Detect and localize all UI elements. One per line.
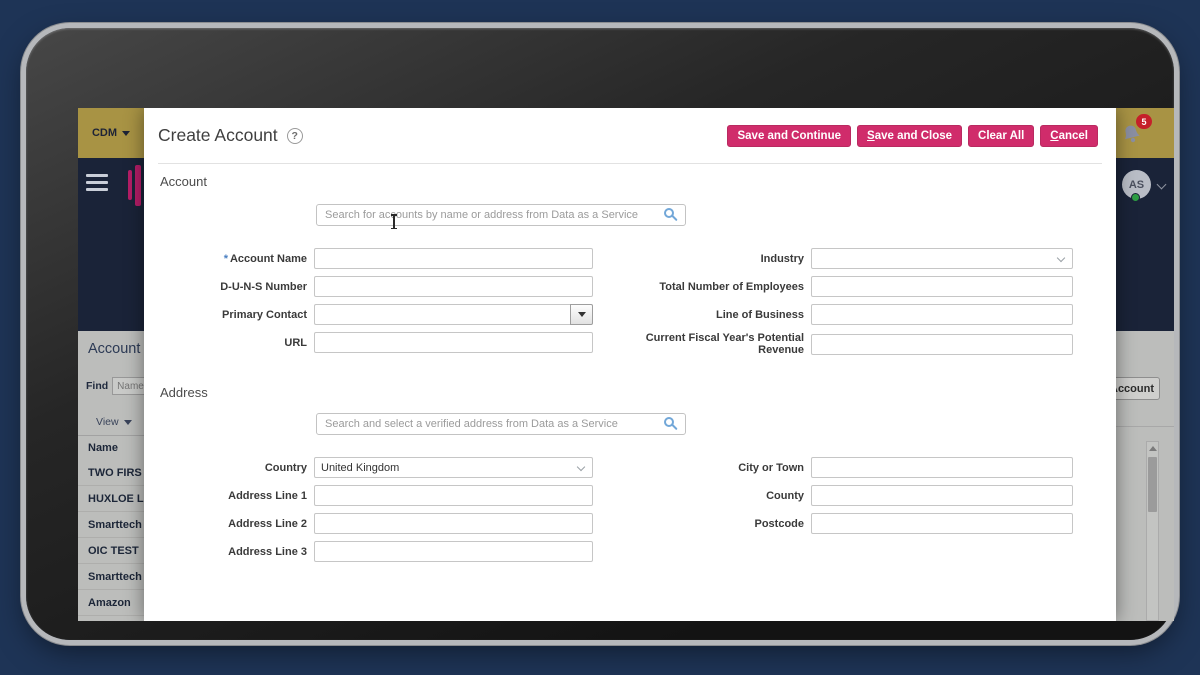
url-field[interactable]: [314, 332, 593, 353]
panel-title: Account: [88, 341, 141, 357]
bell-icon: [1124, 125, 1140, 143]
create-account-modal: Create Account ? Save and Continue Save …: [144, 108, 1116, 621]
account-button[interactable]: Account: [1104, 377, 1160, 400]
section-heading-address: Address: [160, 385, 208, 400]
scrollbar-thumb[interactable]: [1148, 457, 1157, 512]
field-label: Country: [264, 461, 307, 474]
text-cursor: [391, 214, 397, 229]
list-item[interactable]: HUXLOE L: [78, 486, 198, 512]
potential-revenue-field[interactable]: [811, 333, 1073, 355]
notifications-button[interactable]: 5: [1120, 114, 1154, 148]
app-screen: CDM Account Find View Name TWO FIRS HUXL…: [78, 108, 1174, 621]
page-title: Create Account: [158, 125, 278, 145]
address-line-3-field[interactable]: [314, 541, 593, 562]
primary-contact-field[interactable]: [314, 304, 570, 325]
account-list: TWO FIRS HUXLOE L Smarttech OIC TEST Sma…: [78, 460, 198, 616]
list-item[interactable]: OIC TEST: [78, 538, 198, 564]
chevron-down-icon: [576, 462, 586, 472]
required-marker: *: [223, 252, 228, 265]
list-item[interactable]: Amazon: [78, 590, 198, 616]
county-field[interactable]: [811, 485, 1073, 506]
field-label: Total Number of Employees: [659, 280, 804, 293]
scrollbar[interactable]: [1146, 441, 1159, 621]
chevron-down-icon: [123, 419, 132, 425]
field-label: D-U-N-S Number: [220, 280, 307, 293]
divider: [78, 435, 144, 436]
avatar-initials: AS: [1128, 178, 1145, 191]
address-search: [316, 413, 686, 435]
account-name-field[interactable]: [314, 248, 593, 269]
hamburger-menu-icon[interactable]: [86, 174, 108, 191]
scroll-up-icon[interactable]: [1148, 446, 1157, 451]
presence-indicator: [1131, 193, 1140, 202]
address-fields-right: City or Town County Postcode: [610, 457, 1073, 541]
search-icon[interactable]: [664, 208, 674, 218]
save-and-close-button[interactable]: Save and Close: [857, 125, 963, 147]
tablet-frame: CDM Account Find View Name TWO FIRS HUXL…: [26, 28, 1174, 640]
list-item[interactable]: Smarttech: [78, 564, 198, 590]
search-icon[interactable]: [664, 417, 674, 427]
column-header-name: Name: [88, 442, 118, 454]
line-of-business-field[interactable]: [811, 304, 1073, 325]
section-heading-account: Account: [160, 174, 207, 189]
field-label: Postcode: [754, 517, 804, 530]
field-label: URL: [284, 336, 307, 349]
country-value: United Kingdom: [321, 461, 400, 474]
avatar[interactable]: AS: [1122, 170, 1151, 202]
field-label: Current Fiscal Year's Potential Revenue: [645, 332, 804, 356]
view-dropdown[interactable]: View: [96, 416, 132, 428]
address-line-2-field[interactable]: [314, 513, 593, 534]
view-label: View: [96, 416, 119, 428]
field-label: County: [766, 489, 804, 502]
notification-badge: 5: [1136, 114, 1152, 129]
divider: [1116, 426, 1174, 427]
duns-number-field[interactable]: [314, 276, 593, 297]
account-search: [316, 204, 686, 226]
divider: [158, 163, 1102, 164]
list-item[interactable]: TWO FIRS: [78, 460, 198, 486]
city-or-town-field[interactable]: [811, 457, 1073, 478]
field-label: City or Town: [738, 461, 804, 474]
find-label: Find: [86, 380, 109, 392]
field-label: Address Line 2: [228, 517, 307, 530]
chevron-down-icon: [1056, 253, 1066, 263]
address-search-input[interactable]: [316, 413, 686, 435]
address-fields-left: Country United Kingdom Address Line 1 Ad…: [158, 457, 593, 569]
help-icon[interactable]: ?: [286, 127, 303, 144]
cancel-button[interactable]: Cancel: [1040, 125, 1098, 147]
chevron-down-icon: [577, 312, 586, 317]
modal-action-buttons: Save and Continue Save and Close Clear A…: [727, 125, 1098, 147]
industry-select[interactable]: [811, 248, 1073, 269]
account-fields-right: Industry Total Number of Employees Line …: [610, 248, 1073, 363]
primary-contact-combo: [314, 304, 593, 325]
field-label: * Account Name: [223, 252, 307, 265]
field-label: Industry: [760, 252, 804, 265]
nav-tab-cdm[interactable]: CDM: [78, 108, 144, 158]
nav-tab-label: CDM: [91, 127, 118, 139]
field-label: Address Line 1: [228, 489, 307, 502]
account-search-input[interactable]: [316, 204, 686, 226]
chevron-down-icon: [122, 130, 131, 136]
dropdown-button[interactable]: [570, 304, 593, 325]
country-select[interactable]: United Kingdom: [314, 457, 593, 478]
brand-logo: [126, 165, 144, 211]
address-line-1-field[interactable]: [314, 485, 593, 506]
clear-all-button[interactable]: Clear All: [968, 125, 1035, 147]
account-fields-left: * Account Name D-U-N-S Number Primary Con…: [158, 248, 593, 360]
list-item[interactable]: Smarttech: [78, 512, 198, 538]
postcode-field[interactable]: [811, 513, 1073, 534]
save-and-continue-button[interactable]: Save and Continue: [727, 125, 852, 147]
field-label: Primary Contact: [222, 308, 307, 321]
field-label: Address Line 3: [228, 545, 307, 558]
total-employees-field[interactable]: [811, 276, 1073, 297]
field-label: Line of Business: [715, 308, 804, 321]
